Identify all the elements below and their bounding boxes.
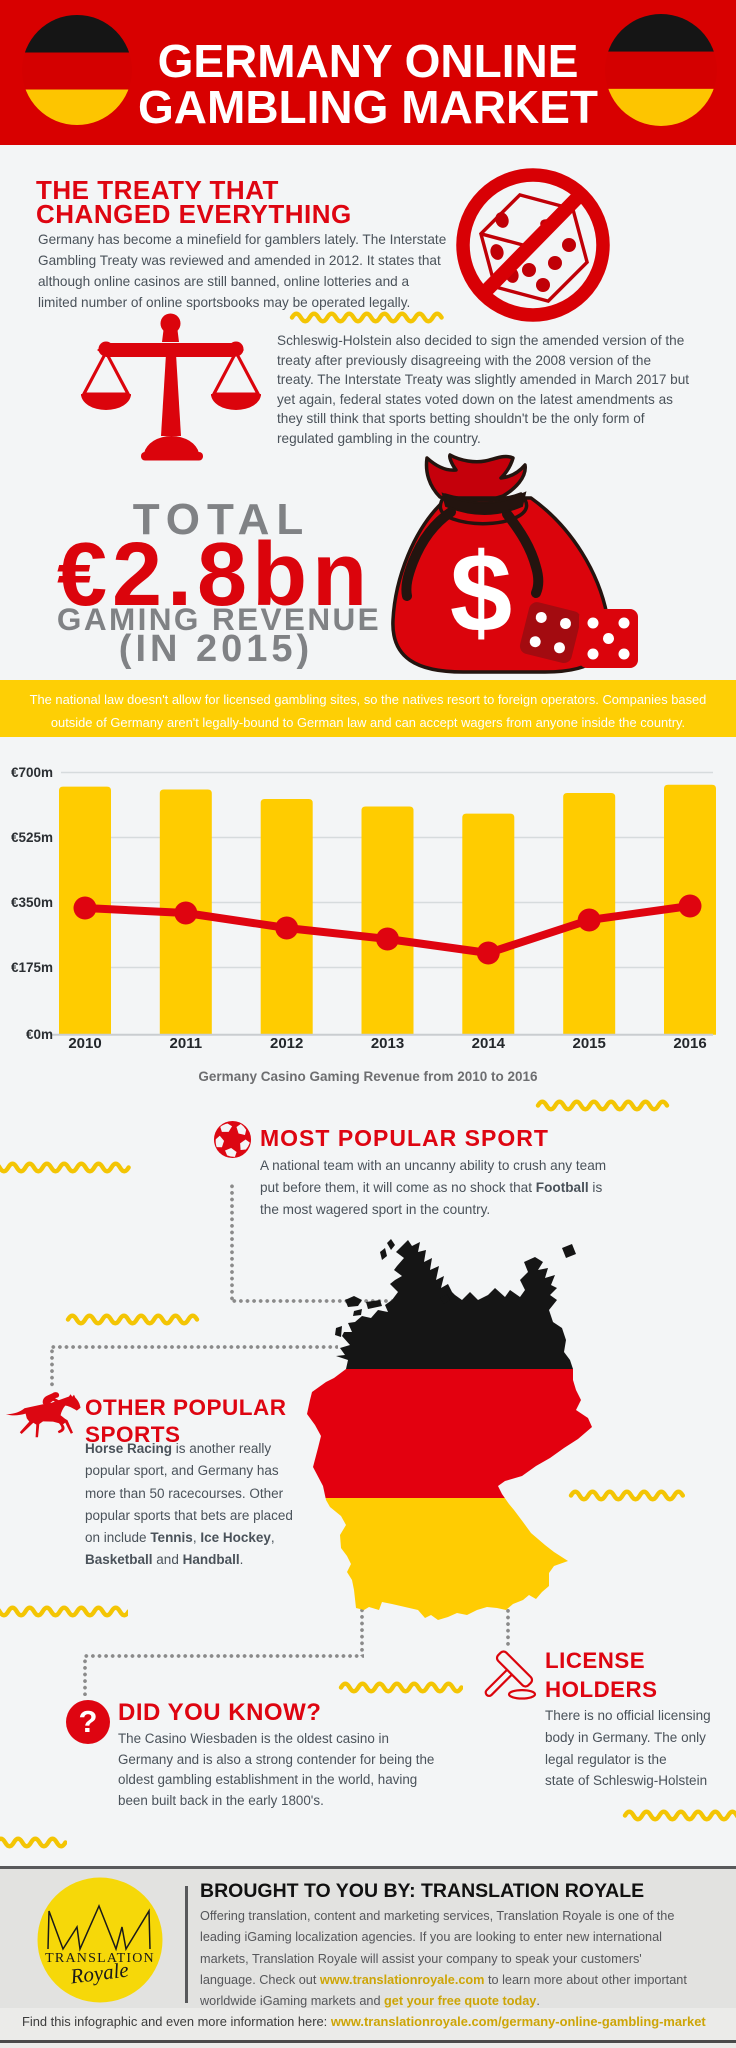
svg-text:€700m: €700m	[11, 765, 53, 780]
svg-text:€0m: €0m	[26, 1027, 53, 1042]
svg-text:2013: 2013	[371, 1035, 404, 1052]
svg-text:TRANSLATION: TRANSLATION	[45, 1951, 155, 1966]
svg-text:2016: 2016	[673, 1035, 706, 1052]
svg-text:2012: 2012	[270, 1035, 303, 1052]
svg-text:€175m: €175m	[11, 960, 53, 975]
svg-text:2011: 2011	[170, 1035, 203, 1052]
svg-text:2015: 2015	[573, 1035, 606, 1052]
svg-text:2014: 2014	[472, 1035, 506, 1052]
svg-text:€525m: €525m	[11, 830, 53, 845]
svg-text:$: $	[450, 530, 512, 655]
svg-text:€350m: €350m	[11, 895, 53, 910]
svg-text:2010: 2010	[68, 1035, 101, 1052]
